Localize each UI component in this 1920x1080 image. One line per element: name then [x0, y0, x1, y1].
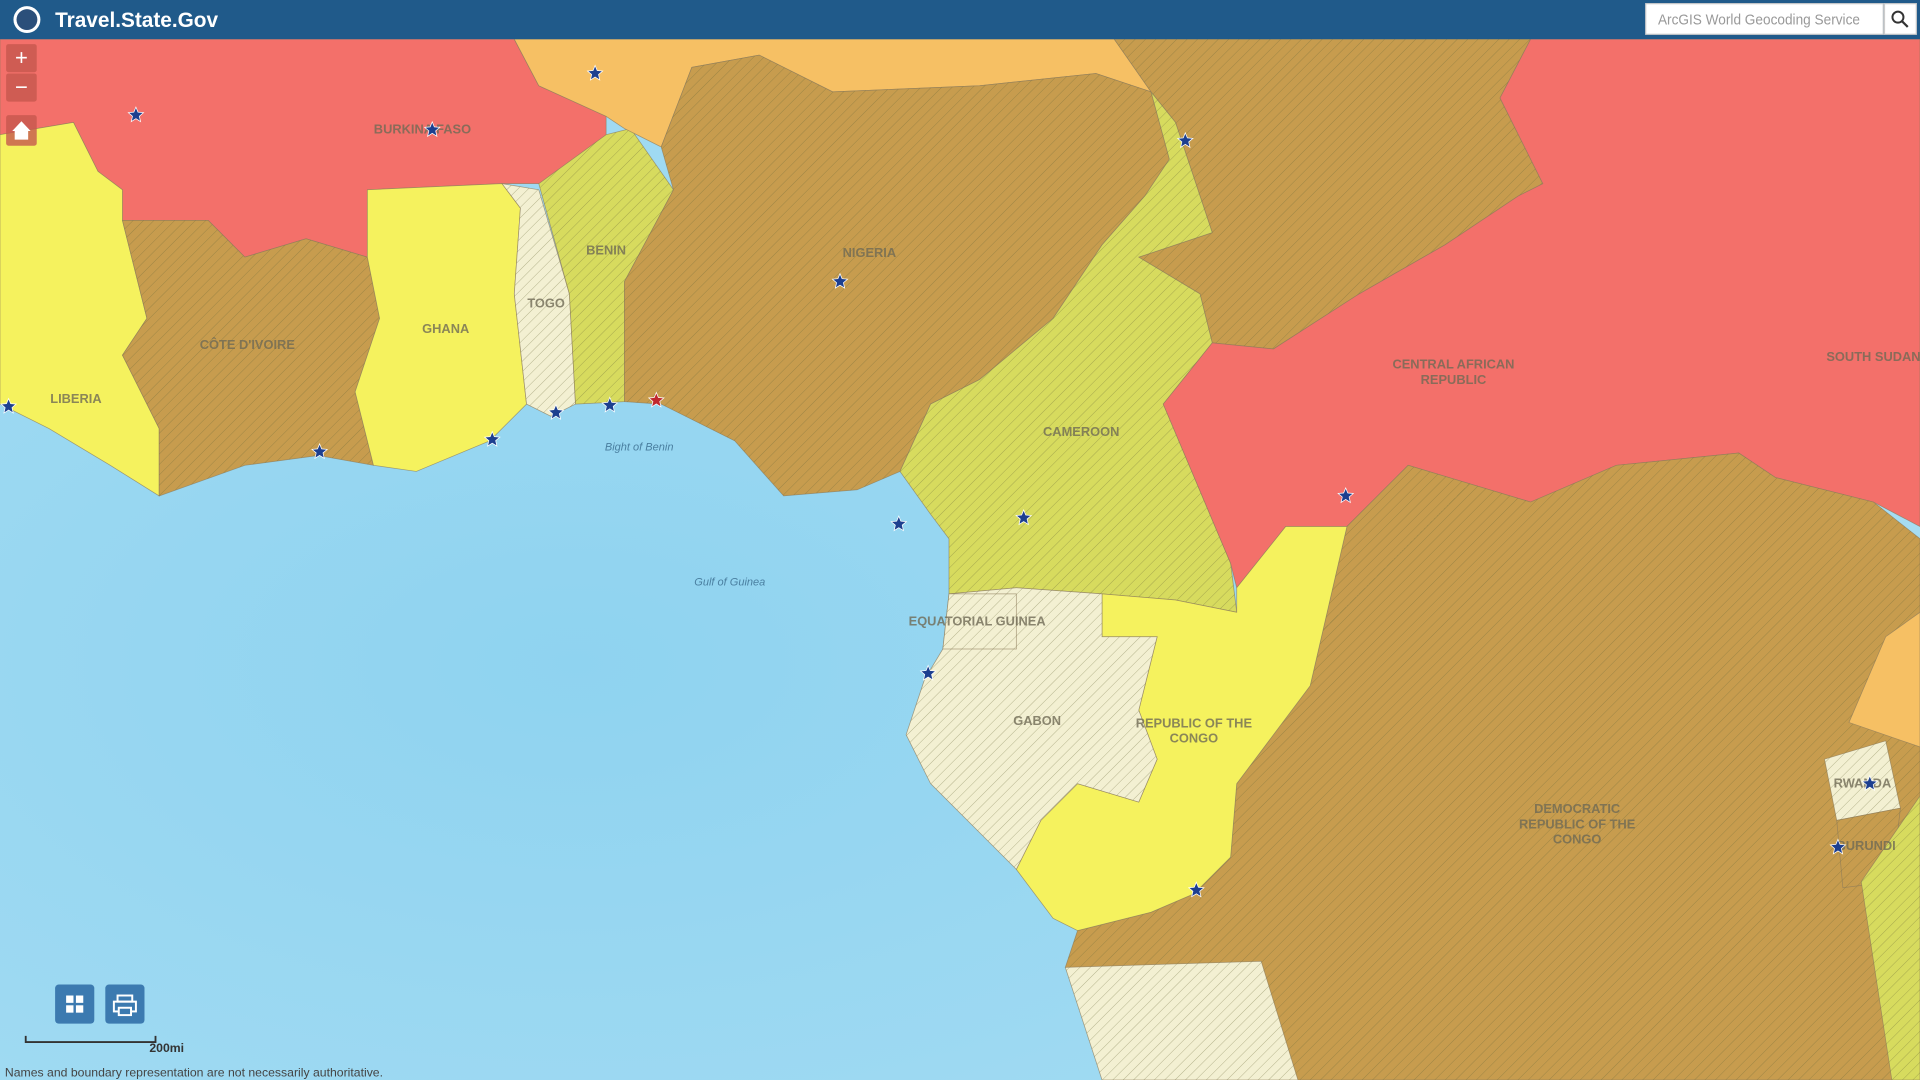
- hatch-overlay: [900, 91, 1237, 613]
- search-placeholder: ArcGIS World Geocoding Service: [1658, 12, 1860, 28]
- zoom-in-button[interactable]: [6, 44, 37, 73]
- country-label: TOGO: [527, 295, 565, 310]
- countries: [0, 38, 1920, 1080]
- search-icon-handle: [1900, 20, 1909, 28]
- hatch-overlay: [538, 128, 674, 405]
- country-label: BURKINA FASO: [374, 121, 471, 136]
- markers: [0, 64, 1879, 898]
- embassy-marker[interactable]: [1861, 774, 1879, 791]
- embassy-marker[interactable]: [1015, 509, 1033, 526]
- embassy-marker[interactable]: [127, 106, 145, 123]
- hatch-overlay: [1861, 795, 1920, 1080]
- embassy-marker[interactable]: [1176, 131, 1194, 149]
- embassy-marker[interactable]: [1829, 838, 1847, 855]
- hatch-overlay: [624, 55, 1170, 496]
- zoom-out: −: [15, 74, 28, 99]
- header-bar: [0, 0, 1920, 40]
- country-label: REPUBLIC OF THE: [1519, 816, 1636, 831]
- country-label: REPUBLIC OF THE: [1136, 715, 1253, 730]
- basemap-button[interactable]: [55, 984, 95, 1024]
- country-label: EQUATORIAL GUINEA: [909, 614, 1046, 629]
- hatch-overlay: [1114, 39, 1543, 349]
- hatch-overlay: [502, 183, 576, 417]
- basemap-icon: [66, 995, 84, 1013]
- embassy-marker[interactable]: [547, 403, 565, 420]
- country-label: RWANDA: [1834, 775, 1892, 790]
- country-label: REPUBLIC: [1421, 372, 1487, 387]
- embassy-marker[interactable]: [647, 391, 665, 408]
- embassy-marker[interactable]: [311, 442, 329, 460]
- scale-label: 200mi: [149, 1041, 184, 1055]
- country-label: CAMEROON: [1043, 424, 1119, 439]
- country: [1848, 611, 1920, 748]
- zoom-in: +: [15, 45, 28, 70]
- embassy-marker[interactable]: [890, 515, 908, 532]
- country-label: BENIN: [586, 243, 626, 258]
- embassy-marker[interactable]: [483, 430, 501, 447]
- seal-inner: [16, 9, 38, 30]
- country-label: DEMOCRATIC: [1534, 801, 1620, 816]
- country-label: LIBERIA: [50, 391, 101, 406]
- hatch-overlay: [1065, 453, 1920, 1080]
- water-label: Bight of Benin: [605, 442, 674, 454]
- search-icon: [1891, 10, 1905, 24]
- print-button[interactable]: [105, 984, 145, 1024]
- hatch-overlay: [122, 220, 380, 496]
- hatch-overlay: [906, 587, 1158, 870]
- country-label: BURUNDI: [1837, 838, 1896, 853]
- hatch-overlay: [1065, 961, 1298, 1080]
- embassy-marker[interactable]: [1337, 487, 1355, 504]
- map-labels: BURKINA FASO BENIN NIGERIA TOGO GHANA CÔTE D'…: [50, 121, 1920, 852]
- water-label: Gulf of Guinea: [694, 576, 765, 588]
- home-icon: [12, 121, 31, 140]
- search-button[interactable]: [1883, 3, 1917, 35]
- country-label: CONGO: [1553, 832, 1602, 847]
- embassy-marker[interactable]: [1187, 881, 1205, 898]
- country-label: CONGO: [1170, 731, 1219, 746]
- embassy-marker[interactable]: [831, 272, 849, 289]
- country-label: CENTRAL AFRICAN: [1392, 357, 1514, 372]
- embassy-marker[interactable]: [601, 396, 619, 413]
- country-label: GHANA: [422, 321, 469, 336]
- country-label: CÔTE D'IVOIRE: [200, 337, 296, 352]
- embassy-marker[interactable]: [0, 397, 18, 414]
- hatch-overlay: [1824, 740, 1901, 821]
- embassy-marker[interactable]: [423, 120, 441, 138]
- scale-bar: [24, 1035, 157, 1043]
- zoom-out-button[interactable]: [6, 73, 37, 102]
- print-icon: [112, 994, 137, 1017]
- country-label: NIGERIA: [843, 245, 897, 260]
- embassy-marker[interactable]: [919, 664, 937, 681]
- site-title: Travel.State.Gov: [55, 9, 218, 32]
- hatch-overlay: [942, 593, 1017, 649]
- embassy-marker[interactable]: [586, 64, 604, 81]
- search-box[interactable]: [1645, 3, 1884, 35]
- disclaimer: Names and boundary representation are no…: [5, 1065, 383, 1079]
- country-label: GABON: [1013, 713, 1061, 728]
- country-label: SOUTH SUDAN: [1826, 349, 1920, 364]
